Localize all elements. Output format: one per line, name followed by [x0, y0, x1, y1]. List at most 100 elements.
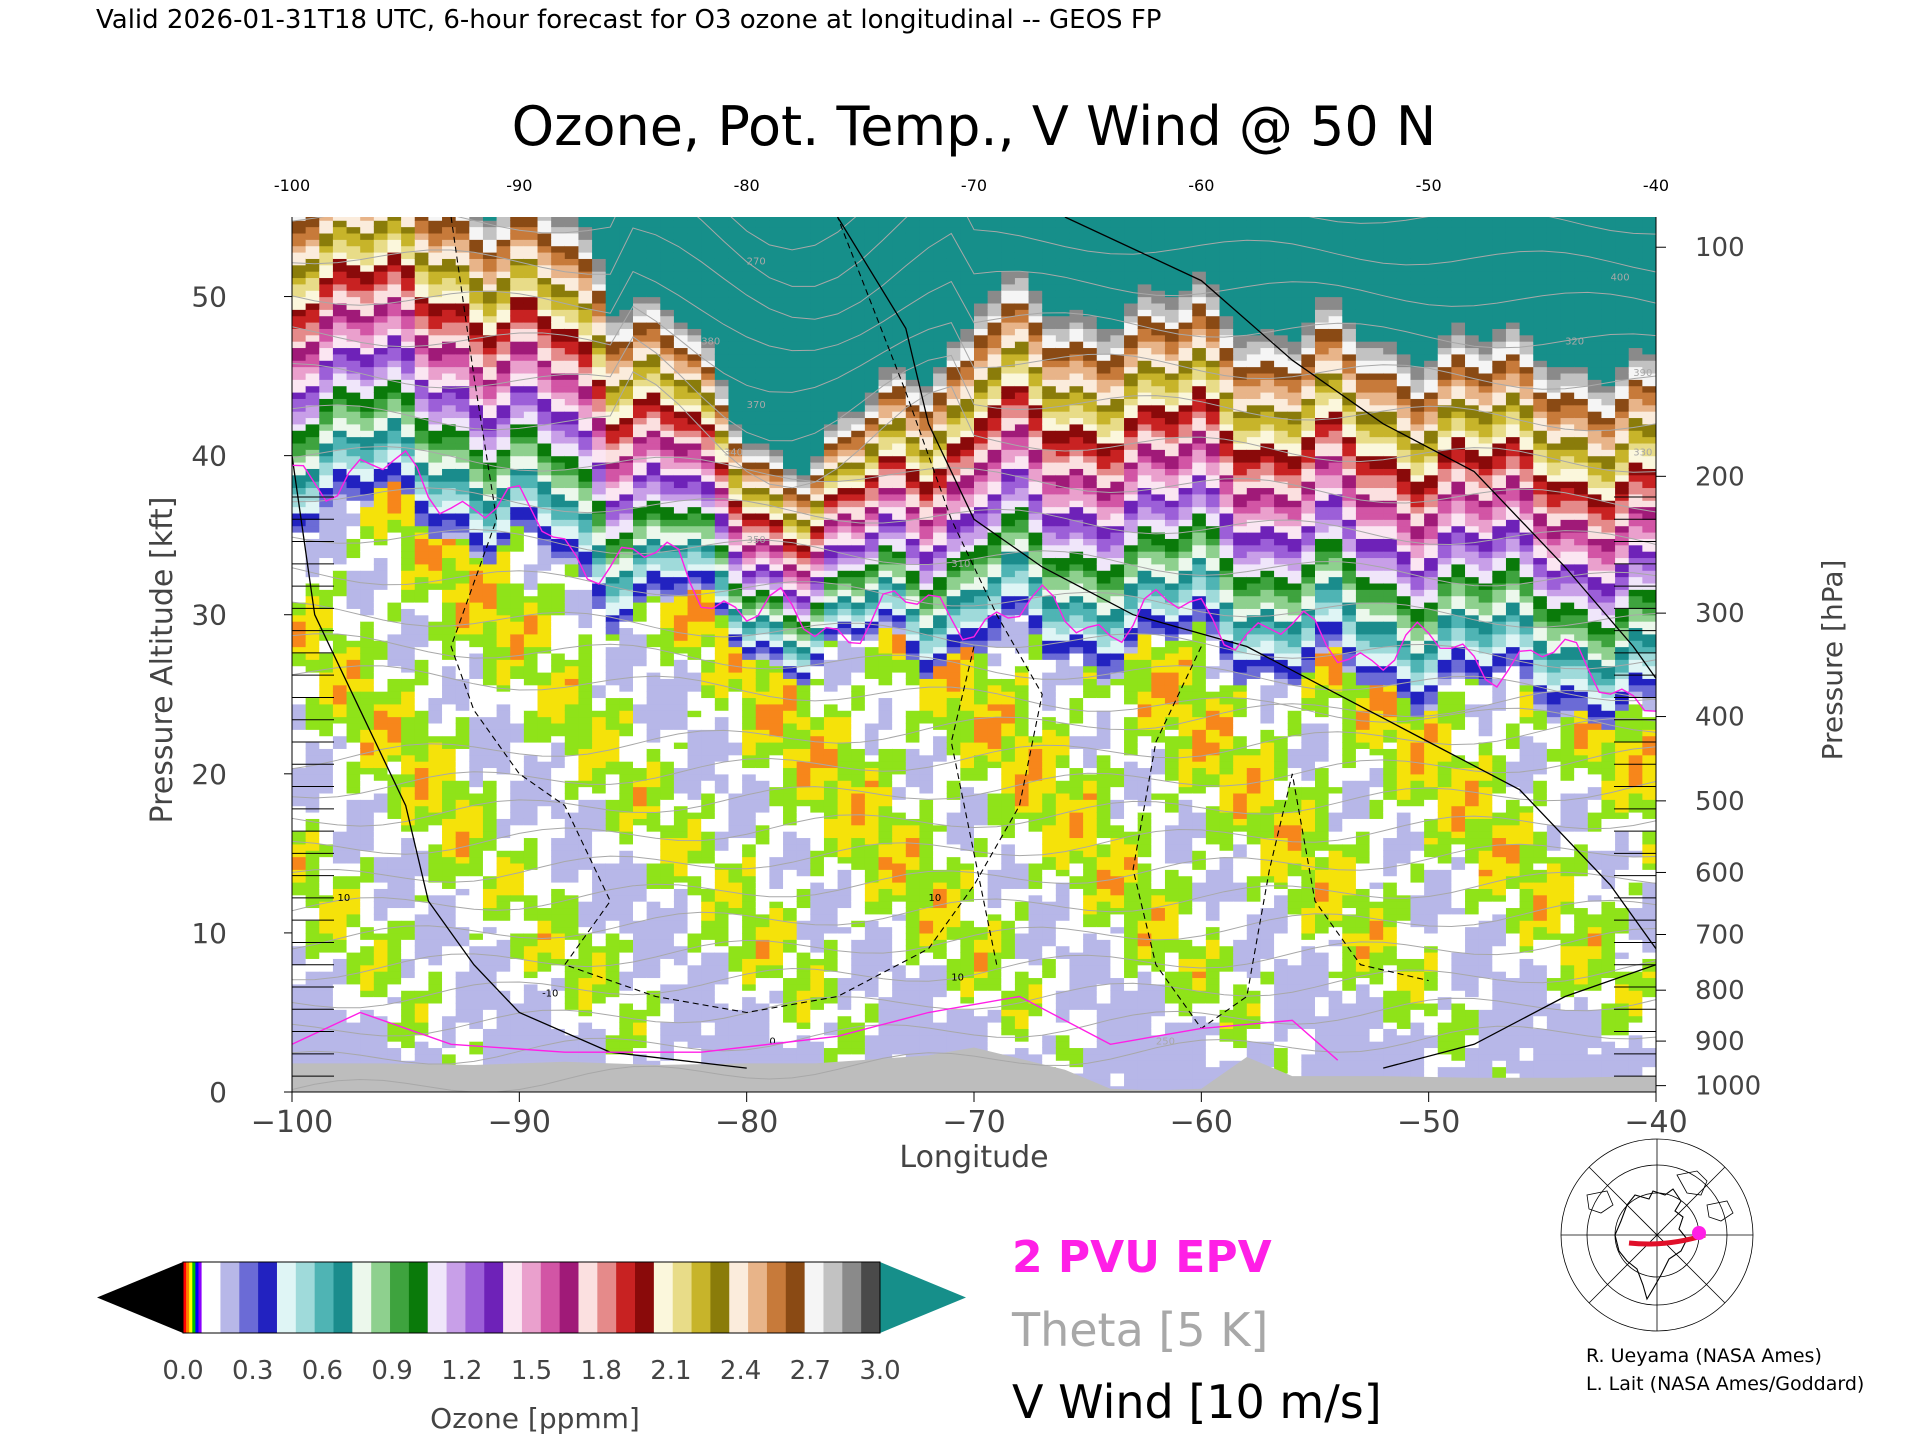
top-tick-label: -40: [1643, 176, 1669, 195]
colorbar-swatch: [578, 1262, 597, 1333]
colorbar-swatch: [616, 1262, 635, 1333]
colorbar-swatch: [371, 1262, 390, 1333]
colorbar-swatch: [635, 1262, 654, 1333]
legend-wind: V Wind [10 m/s]: [1012, 1375, 1382, 1429]
top-tick-label: -80: [734, 176, 760, 195]
pressure-tick-label: 800: [1695, 976, 1745, 1006]
colorbar-label: Ozone [ppmm]: [430, 1402, 640, 1435]
pressure-tick-label: 200: [1695, 462, 1745, 492]
x-tick-label: −40: [1624, 1105, 1687, 1140]
top-tick-label: -50: [1416, 176, 1442, 195]
y2-axis-label: Pressure [hPa]: [1816, 560, 1849, 761]
colorbar-swatch: [465, 1262, 484, 1333]
ozone-field: [292, 214, 1670, 1093]
top-tick-label: -100: [274, 176, 310, 195]
colorbar-swatch: [767, 1262, 786, 1333]
colorbar-swatch: [823, 1262, 842, 1333]
colorbar-swatch: [560, 1262, 579, 1333]
y-tick-label: 20: [191, 758, 227, 791]
contour-legend: 2 PVU EPV Theta [5 K] V Wind [10 m/s]: [1011, 1232, 1382, 1429]
inset-location-marker: [1692, 1226, 1706, 1240]
colorbar-swatch: [710, 1262, 729, 1333]
y-tick-label: 30: [191, 599, 227, 632]
x-tick-label: −100: [251, 1105, 333, 1140]
colorbar-tick-label: 1.8: [581, 1356, 622, 1386]
pressure-tick-label: 1000: [1695, 1072, 1761, 1102]
colorbar-swatch: [522, 1262, 541, 1333]
top-axis: -100 -90 -80 -70 -60 -50 -40: [274, 176, 1669, 195]
colorbar-tick-label: 2.4: [720, 1356, 761, 1386]
colorbar-swatch: [186, 1262, 190, 1333]
colorbar-swatch: [597, 1262, 616, 1333]
colorbar-tick-label: 1.2: [441, 1356, 482, 1386]
pressure-tick-label: 900: [1695, 1027, 1745, 1057]
colorbar-under-triangle: [97, 1262, 183, 1333]
colorbar-swatch: [428, 1262, 447, 1333]
colorbar-tick-label: 2.7: [790, 1356, 831, 1386]
pressure-tick-label: 100: [1695, 233, 1745, 263]
y-tick-label: 0: [209, 1076, 227, 1109]
colorbar-swatch: [202, 1262, 221, 1333]
colorbar-swatch: [861, 1262, 880, 1333]
colorbar-tick-label: 0.9: [371, 1356, 412, 1386]
colorbar-swatch: [334, 1262, 353, 1333]
colorbar-swatch: [198, 1262, 202, 1333]
colorbar-tick-label: 2.1: [650, 1356, 691, 1386]
y-tick-label: 50: [191, 281, 227, 314]
credit-line-2: L. Lait (NASA Ames/Goddard): [1586, 1373, 1864, 1395]
x-axis: −100−90−80−70−60−50−40: [251, 1092, 1688, 1140]
colorbar-swatch: [409, 1262, 428, 1333]
top-tick-label: -60: [1188, 176, 1214, 195]
colorbar-tick-label: 0.6: [302, 1356, 343, 1386]
colorbar-swatch: [189, 1262, 193, 1333]
colorbar-swatch: [541, 1262, 560, 1333]
colorbar-tick-label: 3.0: [859, 1356, 900, 1386]
colorbar-swatch: [239, 1262, 258, 1333]
y-tick-label: 40: [191, 440, 227, 473]
top-tick-label: -70: [961, 176, 987, 195]
colorbar-swatch: [277, 1262, 296, 1333]
colorbar-swatch: [503, 1262, 522, 1333]
ozone-colorbar: 0.0 0.3 0.6 0.9 1.2 1.5 1.8 2.1 2.4 2.7 3.0: [97, 1262, 966, 1386]
y-axis-label: Pressure Altitude [kft]: [145, 497, 180, 824]
x-tick-label: −90: [488, 1105, 551, 1140]
top-tick-label: -90: [506, 176, 532, 195]
valid-time-header: Valid 2026-01-31T18 UTC, 6-hour forecast…: [96, 5, 1161, 35]
pressure-tick-label: 700: [1695, 921, 1745, 951]
x-tick-label: −50: [1397, 1105, 1460, 1140]
colorbar-tick-label: 0.3: [232, 1356, 273, 1386]
pressure-tick-label: 500: [1695, 787, 1745, 817]
chart-title: Ozone, Pot. Temp., V Wind @ 50 N: [512, 95, 1437, 158]
x-axis-label: Longitude: [899, 1140, 1048, 1175]
colorbar-swatch: [315, 1262, 334, 1333]
colorbar-swatch: [192, 1262, 196, 1333]
legend-epv: 2 PVU EPV: [1012, 1232, 1272, 1283]
colorbar-swatch: [748, 1262, 767, 1333]
pressure-tick-label: 400: [1695, 703, 1745, 733]
legend-theta: Theta [5 K]: [1011, 1303, 1268, 1357]
colorbar-swatch: [195, 1262, 199, 1333]
colorbar-swatch: [296, 1262, 315, 1333]
colorbar-swatch: [786, 1262, 805, 1333]
colorbar-swatch: [352, 1262, 371, 1333]
colorbar-swatch: [258, 1262, 277, 1333]
colorbar-swatch: [805, 1262, 824, 1333]
colorbar-swatch: [654, 1262, 673, 1333]
x-tick-label: −70: [942, 1105, 1005, 1140]
colorbar-swatch: [842, 1262, 861, 1333]
colorbar-swatch: [673, 1262, 692, 1333]
credit-line-1: R. Ueyama (NASA Ames): [1586, 1345, 1822, 1367]
colorbar-tick-label: 0.0: [162, 1356, 203, 1386]
colorbar-swatch: [484, 1262, 503, 1333]
colorbar-swatch: [729, 1262, 748, 1333]
colorbar-over-triangle: [880, 1262, 966, 1333]
colorbar-swatch: [220, 1262, 239, 1333]
pressure-tick-label: 300: [1695, 599, 1745, 629]
colorbar-swatch: [447, 1262, 466, 1333]
colorbar-tick-label: 1.5: [511, 1356, 552, 1386]
colorbar-swatch: [183, 1262, 187, 1333]
colorbar-swatch: [390, 1262, 409, 1333]
